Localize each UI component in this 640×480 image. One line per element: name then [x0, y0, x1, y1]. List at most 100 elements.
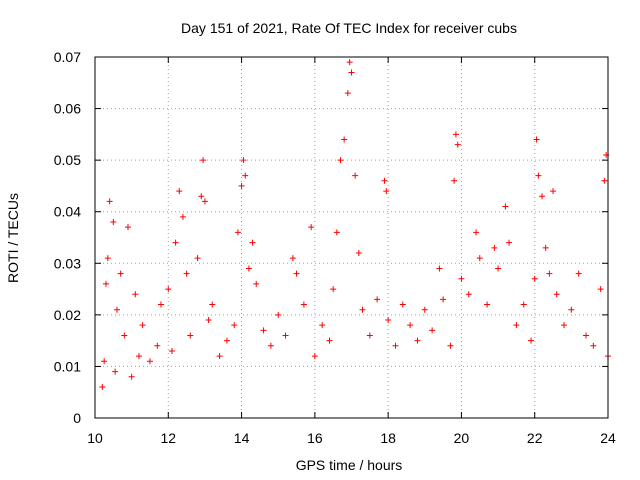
data-point	[200, 157, 207, 164]
data-point	[465, 291, 472, 298]
x-axis-label: GPS time / hours	[296, 457, 403, 473]
data-point	[539, 193, 546, 200]
x-tick-label: 12	[160, 430, 176, 446]
data-point	[300, 301, 307, 308]
data-point	[121, 332, 128, 339]
y-tick-label: 0.05	[54, 152, 81, 168]
data-point	[495, 265, 502, 272]
data-point	[533, 136, 540, 143]
data-point	[366, 332, 373, 339]
data-point	[201, 198, 208, 205]
data-point	[104, 255, 111, 262]
x-tick-label: 20	[454, 430, 470, 446]
data-point	[110, 219, 117, 226]
data-point	[346, 59, 353, 66]
data-point	[132, 291, 139, 298]
data-point	[253, 280, 260, 287]
data-point	[231, 322, 238, 329]
data-point	[352, 172, 359, 179]
data-point	[447, 342, 454, 349]
y-tick-label: 0.04	[54, 204, 81, 220]
data-point	[597, 286, 604, 293]
data-point	[561, 322, 568, 329]
y-tick-label: 0.01	[54, 358, 81, 374]
data-points	[99, 59, 611, 391]
data-point	[165, 286, 172, 293]
data-point	[289, 255, 296, 262]
data-point	[101, 358, 108, 365]
data-point	[553, 291, 560, 298]
data-point	[183, 270, 190, 277]
y-tick-label: 0.07	[54, 49, 81, 65]
data-point	[146, 358, 153, 365]
data-point	[399, 301, 406, 308]
grid-lines	[95, 57, 608, 418]
data-point	[458, 275, 465, 282]
x-tick-label: 10	[87, 430, 103, 446]
data-point	[113, 306, 120, 313]
data-point	[484, 301, 491, 308]
x-tick-label: 14	[234, 430, 250, 446]
data-point	[179, 213, 186, 220]
data-point	[234, 229, 241, 236]
data-point	[260, 327, 267, 334]
data-point	[575, 270, 582, 277]
data-point	[205, 317, 212, 324]
data-point	[326, 337, 333, 344]
data-point	[216, 353, 223, 360]
data-point	[568, 306, 575, 313]
data-point	[198, 193, 205, 200]
data-point	[383, 188, 390, 195]
data-point	[381, 177, 388, 184]
data-point	[157, 301, 164, 308]
data-point	[238, 182, 245, 189]
data-point	[385, 317, 392, 324]
y-tick-label: 0.02	[54, 307, 81, 323]
data-point	[374, 296, 381, 303]
y-tick-label: 0.03	[54, 255, 81, 271]
x-tick-label: 22	[527, 430, 543, 446]
data-point	[209, 301, 216, 308]
y-tick-label: 0	[73, 410, 81, 426]
data-point	[293, 270, 300, 277]
data-point	[473, 229, 480, 236]
data-point	[275, 311, 282, 318]
data-point	[452, 131, 459, 138]
data-point	[440, 296, 447, 303]
data-point	[168, 347, 175, 354]
data-point	[139, 322, 146, 329]
data-point	[242, 172, 249, 179]
data-point	[429, 327, 436, 334]
data-point	[535, 172, 542, 179]
data-point	[414, 337, 421, 344]
data-point	[135, 353, 142, 360]
x-tick-label: 16	[307, 430, 323, 446]
data-point	[359, 306, 366, 313]
data-point	[176, 188, 183, 195]
x-tick-label: 24	[600, 430, 616, 446]
data-point	[187, 332, 194, 339]
data-point	[102, 280, 109, 287]
data-point	[99, 384, 106, 391]
data-point	[348, 69, 355, 76]
data-point	[583, 332, 590, 339]
tick-labels: 10 12 14 16 18 20 22 24 0 0.01 0.02 0.03 0.04 0.05 0.0…	[54, 49, 616, 446]
data-point	[282, 332, 289, 339]
data-point	[337, 157, 344, 164]
data-point	[355, 249, 362, 256]
data-point	[513, 322, 520, 329]
chart-title: Day 151 of 2021, Rate Of TEC Index for r…	[181, 20, 517, 36]
data-point	[311, 353, 318, 360]
data-point	[341, 136, 348, 143]
data-point	[172, 239, 179, 246]
data-point	[344, 90, 351, 97]
data-point	[436, 265, 443, 272]
data-point	[106, 198, 113, 205]
y-tick-label: 0.06	[54, 101, 81, 117]
data-point	[528, 337, 535, 344]
data-point	[542, 244, 549, 251]
data-point	[601, 177, 608, 184]
data-point	[194, 255, 201, 262]
data-point	[392, 342, 399, 349]
